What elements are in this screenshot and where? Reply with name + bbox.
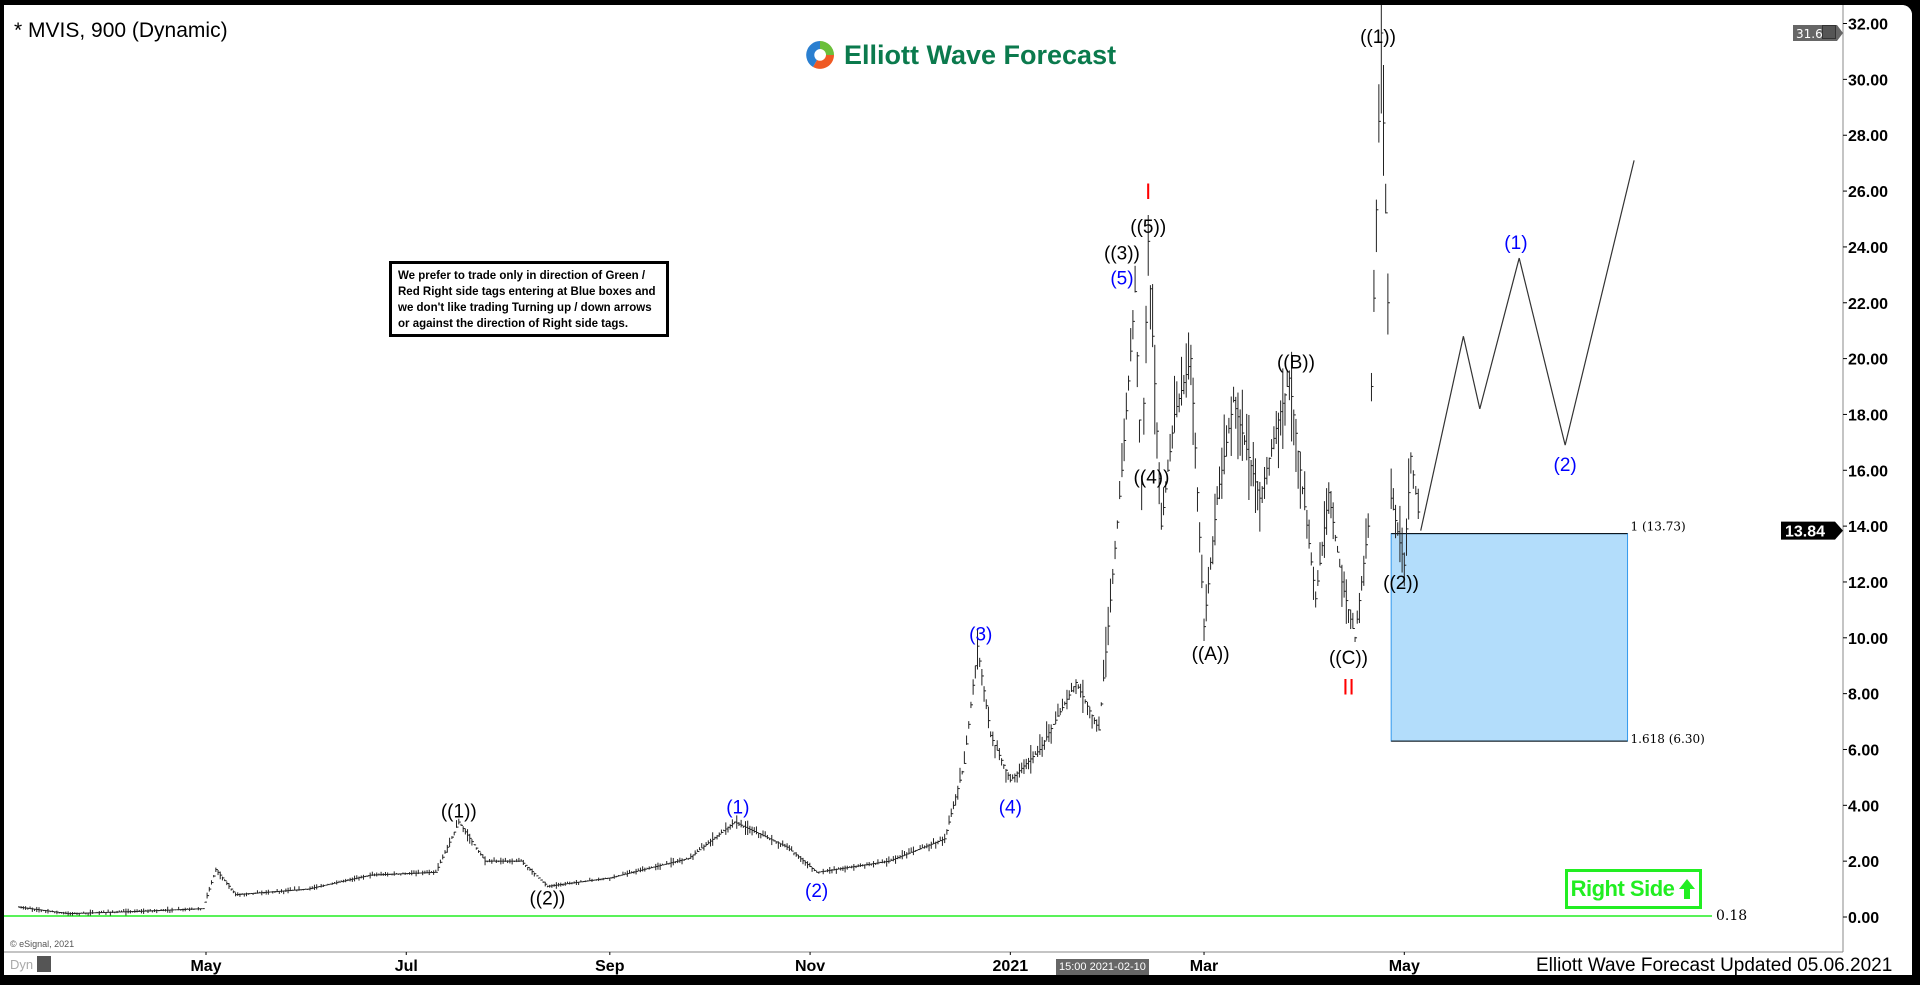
price-tick-label: 0.00 [1848,910,1879,927]
wave-label: ((1)) [1360,27,1396,48]
price-tick-label: 32.00 [1848,17,1888,34]
wave-label: (2) [1554,455,1577,476]
price-tick-label: 30.00 [1848,72,1888,89]
right-side-label: Right Side [1570,876,1675,901]
arrow-up-icon [1679,879,1696,899]
time-tick-label: Mar [1190,958,1218,975]
right-side-tag: Right Side [1565,869,1702,909]
last-price-label: 13.84 [1785,524,1825,541]
blue-box-top-label: 1 (13.73) [1631,520,1686,534]
price-tick-label: 14.00 [1848,519,1888,536]
price-tick-label: 8.00 [1848,687,1879,704]
price-tick-label: 2.00 [1848,854,1879,871]
wave-label: I [1145,179,1151,204]
dyn-label: Dyn [10,956,34,972]
price-tick-label: 12.00 [1848,575,1888,592]
blue-box [1390,533,1629,742]
price-bars [18,5,1421,916]
chart-window: 1 (13.73) 1.618 (6.30) 0.18 ((1)) ((2)) (1) (2… [4,5,1912,975]
wave-label: (2) [805,881,828,902]
wave-label: ((C)) [1329,648,1368,669]
wave-label: (1) [1504,233,1527,254]
wave-label: (1) [726,797,749,818]
lock-icon[interactable] [37,956,52,972]
price-tick-label: 10.00 [1848,631,1888,648]
wave-label: ((5)) [1130,217,1166,238]
last-price-tag [1781,521,1843,540]
price-tick-label: 28.00 [1848,128,1888,145]
price-tick-label: 22.00 [1848,296,1888,313]
wave-label: (4) [999,797,1022,818]
price-chart[interactable]: 1 (13.73) 1.618 (6.30) 0.18 ((1)) ((2)) (1) (2… [4,5,1912,975]
wave-label: ((4)) [1134,467,1170,488]
wave-label: ((1)) [441,801,477,822]
trading-notice: We prefer to trade only in direction of … [389,261,669,337]
wave-label: (3) [969,625,992,646]
projection-path [1420,160,1635,531]
price-tick-label: 16.00 [1848,463,1888,480]
time-tick-label: Jul [395,958,418,975]
time-tick-label: May [1389,958,1420,975]
wave-label: (5) [1110,269,1133,290]
support-line-label: 0.18 [1716,908,1747,924]
time-tick-label: 2021 [993,958,1029,975]
high-price-label: 31.66 [1796,27,1830,41]
wave-label: ((3)) [1104,244,1140,265]
price-tick-label: 20.00 [1848,352,1888,369]
wave-label: ((2)) [1383,573,1419,594]
blue-box-bottom-label: 1.618 (6.30) [1631,732,1705,746]
wave-label: ((B)) [1277,352,1315,373]
price-tick-label: 4.00 [1848,798,1879,815]
wave-label: ((A)) [1192,644,1230,665]
wave-label: II [1342,674,1354,699]
logo: Elliott Wave Forecast [804,39,1116,71]
logo-swirl-icon [806,41,834,69]
restore-window-icon[interactable] [1822,25,1836,39]
wave-label: ((2)) [529,888,565,909]
price-tick-label: 18.00 [1848,407,1888,424]
logo-text: Elliott Wave Forecast [844,39,1117,70]
chart-title: * MVIS, 900 (Dynamic) [14,19,228,42]
time-tick-label: Sep [595,958,625,975]
time-tick-label: Nov [795,958,825,975]
crosshair-time-tag: 15:00 2021-02-10 [1056,959,1149,975]
price-tick-label: 26.00 [1848,184,1888,201]
price-axis [1843,5,1912,952]
updated-footer: Elliott Wave Forecast Updated 05.06.2021 [1536,955,1893,975]
price-tick-label: 6.00 [1848,742,1879,759]
price-tick-label: 24.00 [1848,240,1888,257]
copyright: © eSignal, 2021 [10,939,75,949]
dynamic-toggle[interactable]: Dyn [10,956,52,972]
time-tick-label: May [190,958,221,975]
